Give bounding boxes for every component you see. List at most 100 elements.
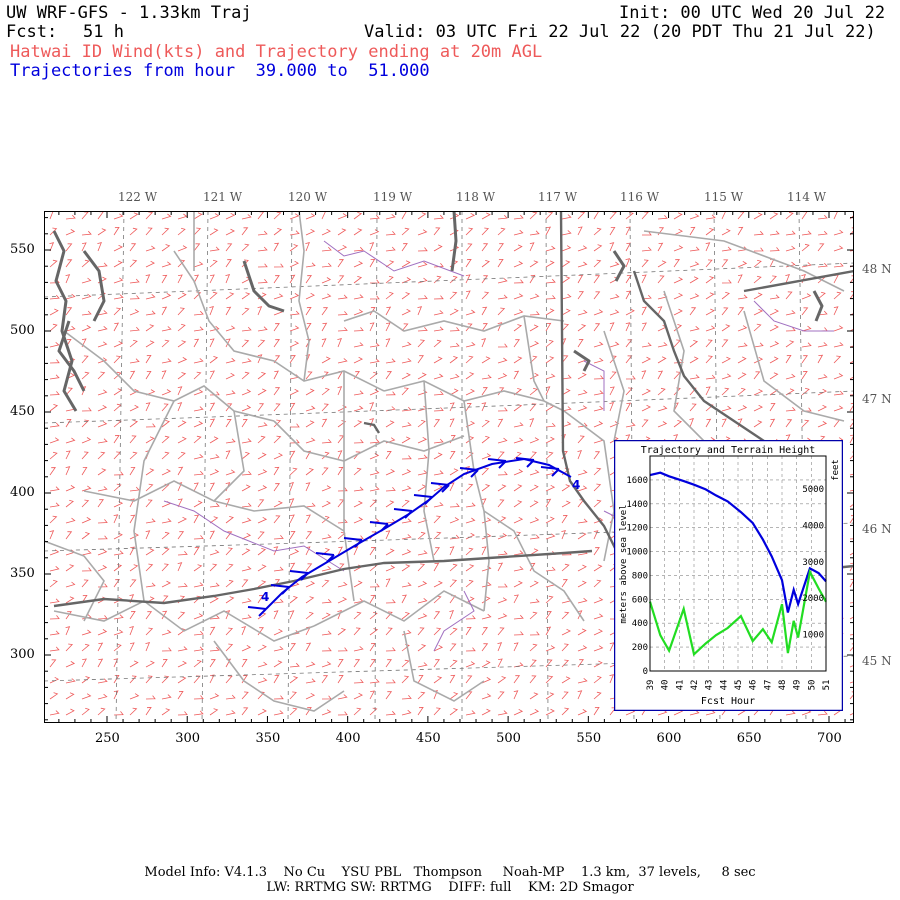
wind-barb — [769, 356, 779, 364]
wind-barb — [49, 630, 60, 636]
wind-barb — [561, 530, 566, 540]
wind-barb — [369, 438, 380, 444]
wind-barb — [225, 596, 235, 604]
wind-barb — [209, 274, 215, 284]
wind-barb — [49, 615, 60, 620]
wind-barb — [305, 661, 316, 668]
wind-barb — [673, 420, 683, 428]
wind-barb — [353, 439, 364, 444]
wind-barb — [241, 243, 250, 252]
wind-barb — [785, 291, 793, 300]
wind-barb — [609, 355, 617, 364]
wind-barb — [401, 549, 412, 556]
wind-barb — [817, 388, 827, 396]
wind-barb — [401, 582, 412, 588]
wind-barb — [753, 388, 764, 396]
wind-barb — [177, 646, 188, 652]
wind-barb — [833, 229, 844, 236]
wind-barb — [641, 294, 652, 300]
wind-barb — [385, 260, 395, 268]
wind-barb — [417, 674, 424, 684]
wind-barb — [65, 325, 76, 332]
wind-barb — [689, 374, 700, 380]
wind-barb — [433, 470, 444, 476]
wind-barb — [641, 388, 651, 396]
wind-barb — [177, 357, 188, 364]
wind-barb — [769, 308, 779, 316]
wind-barb — [161, 358, 172, 364]
inset-x-tick-label: 40 — [661, 680, 671, 691]
wind-barb — [113, 674, 120, 684]
wind-barb — [81, 419, 90, 428]
wind-barb — [177, 323, 186, 332]
wind-barb — [65, 307, 73, 316]
wind-barb — [705, 418, 712, 428]
wind-barb — [161, 675, 170, 684]
wind-barb — [625, 422, 636, 428]
wind-barb — [225, 675, 233, 684]
wind-barb — [593, 675, 602, 684]
wind-barb — [49, 659, 57, 668]
wind-barb — [193, 470, 204, 476]
wind-barb — [353, 356, 363, 364]
wind-barb — [353, 692, 363, 700]
wind-barb — [209, 338, 215, 348]
wind-barb — [49, 323, 58, 332]
wind-barb — [673, 359, 684, 364]
wind-barb — [753, 259, 762, 268]
wind-barb — [369, 242, 375, 252]
wind-barb — [193, 243, 201, 252]
wind-barb — [129, 451, 138, 460]
wind-barb — [673, 308, 683, 316]
wind-barb — [241, 214, 252, 220]
wind-barb — [241, 691, 249, 700]
wind-barb — [529, 230, 540, 236]
wind-barb — [113, 579, 120, 588]
wind-barb — [721, 291, 730, 300]
wind-barb — [689, 403, 697, 412]
wind-barb — [129, 642, 135, 652]
wind-barb — [241, 484, 251, 492]
wind-barb — [593, 499, 602, 508]
wind-barb — [289, 274, 296, 284]
latitude-label: 47 N — [862, 392, 892, 406]
inset-right-tick-label: 5000 — [802, 485, 824, 495]
wind-barb — [465, 626, 472, 636]
wind-barb — [465, 436, 475, 444]
wind-barb — [273, 610, 279, 620]
wind-barb — [257, 548, 267, 556]
wind-barb — [337, 519, 348, 524]
wind-barb — [161, 261, 172, 268]
wind-barb — [545, 566, 556, 572]
wind-barb — [289, 467, 298, 476]
wind-barb — [81, 579, 89, 588]
wind-barb — [417, 550, 428, 556]
wind-barb — [449, 373, 460, 380]
wind-barb — [225, 694, 236, 700]
wind-barb — [641, 259, 649, 268]
wind-barb — [561, 611, 570, 620]
wind-barb — [353, 517, 364, 524]
wind-barb — [49, 391, 60, 396]
wind-barb — [321, 500, 331, 508]
wind-barb — [385, 213, 396, 220]
inset-series — [648, 471, 827, 657]
wind-barb — [49, 530, 55, 540]
wind-barb — [273, 500, 283, 508]
wind-barb — [321, 277, 332, 284]
wind-barb — [497, 437, 508, 444]
wind-barb — [577, 324, 587, 332]
wind-barb — [545, 373, 556, 380]
wind-barb — [337, 294, 348, 300]
wind-barb — [177, 516, 187, 524]
wind-barb — [689, 213, 700, 220]
trajectory-barb — [270, 584, 290, 595]
trajectory-start-marker: 4 — [261, 590, 269, 604]
inset-left-tick-label: 1600 — [626, 476, 648, 486]
wind-barb — [321, 534, 332, 540]
wind-barb — [849, 616, 854, 620]
wind-barb — [401, 485, 412, 492]
wind-barb — [433, 227, 441, 236]
wind-barb — [193, 514, 200, 524]
wind-barb — [513, 642, 519, 652]
